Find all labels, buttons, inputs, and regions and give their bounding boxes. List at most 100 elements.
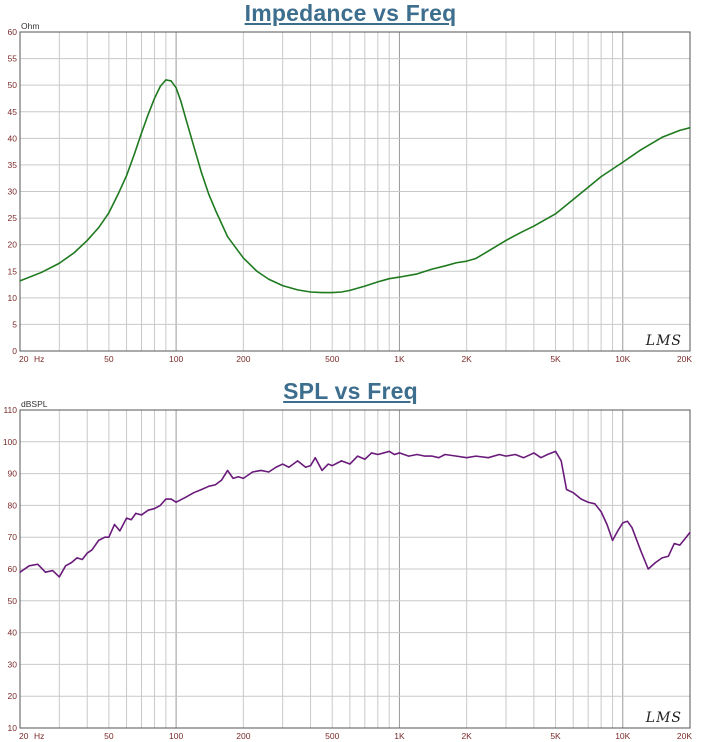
impedance-data-point <box>242 257 244 259</box>
impedance-watermark: LMS <box>645 333 682 349</box>
impedance-data-point <box>170 80 172 82</box>
spl-data-point <box>533 452 535 454</box>
impedance-data-point <box>98 227 100 229</box>
impedance-data-point <box>41 271 43 273</box>
spl-y-tick-label: 20 <box>8 691 18 701</box>
impedance-data-point <box>184 116 186 118</box>
spl-data-point <box>91 549 93 551</box>
spl-y-tick-label: 30 <box>8 659 18 669</box>
spl-y-tick-label: 60 <box>8 564 18 574</box>
impedance-data-point <box>153 97 156 100</box>
spl-data-point <box>288 466 290 468</box>
impedance-y-tick-label: 45 <box>8 107 18 117</box>
impedance-data-point <box>125 174 128 177</box>
spl-data-point <box>388 450 390 452</box>
spl-y-axis-label: dBSPL <box>21 399 48 409</box>
impedance-data-point <box>282 285 284 287</box>
impedance-data-point <box>180 100 182 102</box>
impedance-data-point <box>639 149 642 151</box>
spl-data-point <box>98 539 100 541</box>
impedance-plot-frame <box>19 31 691 352</box>
spl-data-point <box>631 527 633 529</box>
impedance-y-tick-label: 25 <box>8 213 18 223</box>
spl-data-point <box>408 455 410 457</box>
impedance-x-tick-label: 20 <box>19 354 29 364</box>
spl-data-point <box>667 555 669 557</box>
impedance-y-axis-label: Ohm <box>21 21 39 31</box>
impedance-data-point <box>175 87 177 89</box>
spl-data-point <box>455 455 458 457</box>
spl-data-point <box>673 542 675 545</box>
spl-data-point <box>76 557 78 559</box>
impedance-data-point <box>520 231 522 234</box>
impedance-data-point <box>475 257 477 260</box>
impedance-data-point <box>622 161 624 163</box>
impedance-y-tick-label: 50 <box>8 80 18 90</box>
impedance-y-tick-label: 55 <box>8 54 18 64</box>
impedance-data-point <box>572 198 574 201</box>
spl-data-point <box>147 509 149 511</box>
impedance-data-point <box>554 213 557 215</box>
spl-data-point <box>153 507 156 510</box>
spl-data-point <box>383 452 385 454</box>
spl-data-point <box>19 571 21 573</box>
spl-data-point <box>135 512 137 514</box>
spl-data-point <box>140 514 143 516</box>
spl-data-point <box>611 539 614 541</box>
spl-x-tick-label: 50 <box>104 731 114 741</box>
spl-y-tick-label: 90 <box>8 469 18 479</box>
spl-data-point <box>466 457 468 459</box>
impedance-x-tick-label: 100 <box>169 354 183 364</box>
spl-data-point <box>622 522 624 524</box>
spl-data-point <box>349 463 351 465</box>
impedance-series-0 <box>19 79 691 294</box>
spl-data-point <box>237 476 239 478</box>
spl-data-point <box>560 460 562 462</box>
spl-data-point <box>444 453 446 456</box>
spl-data-point <box>232 477 234 479</box>
impedance-y-tick-label: 10 <box>8 293 18 303</box>
impedance-data-point <box>214 209 217 211</box>
spl-chart-title: SPL vs Freq <box>283 378 418 404</box>
spl-data-point <box>416 453 418 456</box>
spl-data-point <box>297 460 299 462</box>
spl-x-tick-label: 5K <box>550 731 561 741</box>
spl-watermark: LMS <box>645 710 682 726</box>
spl-plot-frame <box>19 409 691 729</box>
impedance-data-point <box>200 172 203 174</box>
impedance-x-tick-label: 200 <box>236 354 250 364</box>
spl-data-point <box>64 565 67 567</box>
spl-data-point <box>357 455 359 457</box>
spl-data-point <box>119 530 121 532</box>
spl-data-point <box>242 477 244 479</box>
spl-data-point <box>505 455 507 457</box>
impedance-y-tick-label: 60 <box>8 27 18 37</box>
spl-data-point <box>540 457 542 459</box>
impedance-x-unit-label: Hz <box>34 354 44 364</box>
impedance-data-point <box>388 278 390 280</box>
impedance-y-tick-label: 40 <box>8 133 18 143</box>
spl-data-point <box>113 523 116 526</box>
spl-x-tick-label: 200 <box>236 731 250 741</box>
spl-data-point <box>572 492 574 494</box>
spl-data-point <box>398 452 401 454</box>
spl-y-tick-label: 80 <box>8 500 18 510</box>
spl-data-point <box>523 457 525 459</box>
spl-data-point <box>275 466 277 468</box>
spl-data-point <box>654 562 657 564</box>
spl-data-point <box>52 569 54 572</box>
impedance-data-point <box>140 132 143 134</box>
spl-x-tick-label: 10K <box>615 731 630 741</box>
spl-data-point <box>170 498 172 500</box>
spl-data-point <box>438 457 440 459</box>
spl-data-point <box>377 453 379 456</box>
spl-data-point <box>370 452 373 454</box>
impedance-y-tick-label: 30 <box>8 187 18 197</box>
spl-data-point <box>514 453 516 456</box>
spl-data-point <box>580 498 582 500</box>
spl-series-0 <box>19 450 691 578</box>
impedance-data-point <box>226 236 229 238</box>
spl-data-point <box>214 484 217 486</box>
impedance-x-tick-label: 20K <box>677 354 692 364</box>
